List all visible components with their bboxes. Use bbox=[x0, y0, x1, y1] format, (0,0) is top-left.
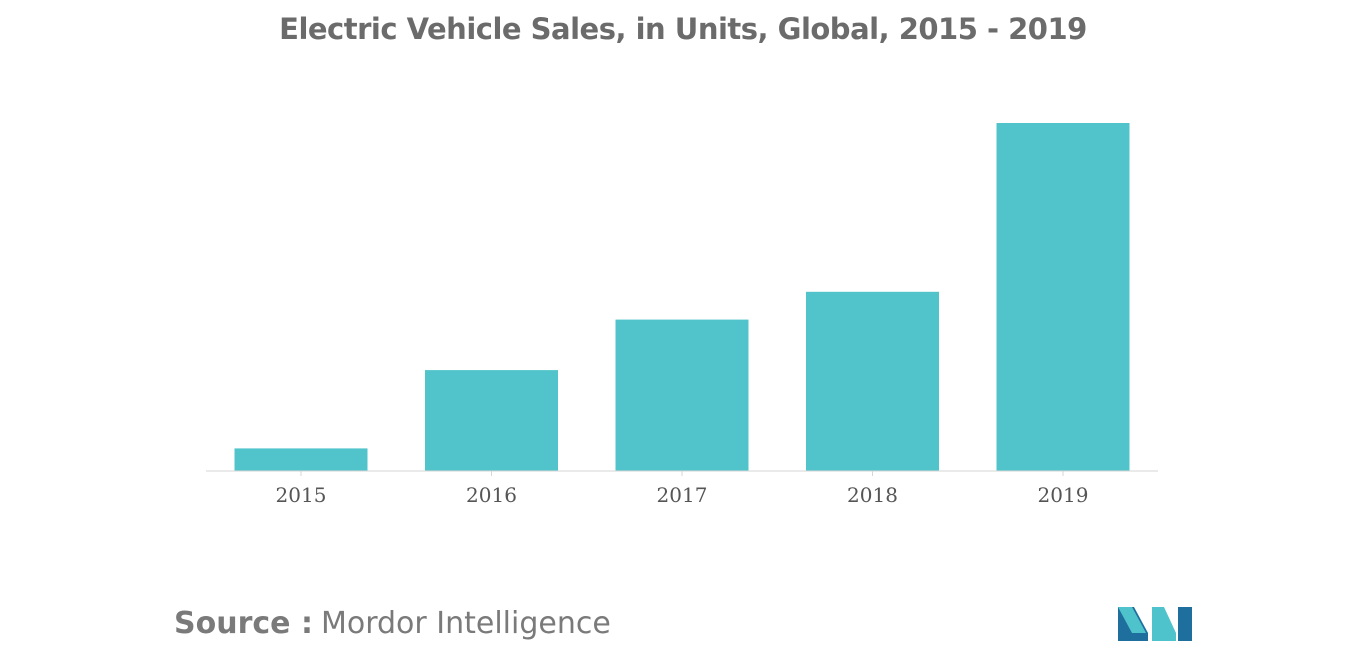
x-tick-label-2017: 2017 bbox=[657, 483, 708, 507]
source-value: Mordor Intelligence bbox=[320, 606, 611, 641]
bars-group bbox=[234, 123, 1130, 471]
x-ticks-group bbox=[300, 471, 1064, 476]
bar-2016 bbox=[425, 370, 558, 471]
bar-2015 bbox=[234, 448, 368, 471]
chart-title: Electric Vehicle Sales, in Units, Global… bbox=[279, 12, 1087, 46]
x-tick-label-2015: 2015 bbox=[276, 483, 327, 507]
bar-2019 bbox=[996, 123, 1130, 471]
x-tick-label-2016: 2016 bbox=[466, 483, 517, 507]
x-tick-label-2018: 2018 bbox=[847, 483, 898, 507]
source-label: Source : bbox=[174, 606, 313, 641]
x-tick-label-2019: 2019 bbox=[1038, 483, 1089, 507]
bar-chart: 2015 2016 2017 2018 2019 bbox=[206, 123, 1158, 507]
logo-shape-right bbox=[1178, 607, 1192, 641]
source-note: Source : Mordor Intelligence bbox=[174, 606, 611, 641]
bar-2018 bbox=[806, 291, 939, 471]
x-tick-labels-group: 2015 2016 2017 2018 2019 bbox=[276, 483, 1089, 507]
mordor-intelligence-logo-icon bbox=[1118, 607, 1192, 641]
logo-shape-left-accent bbox=[1118, 607, 1146, 633]
logo-shape-middle bbox=[1152, 607, 1176, 641]
bar-2017 bbox=[615, 319, 749, 471]
